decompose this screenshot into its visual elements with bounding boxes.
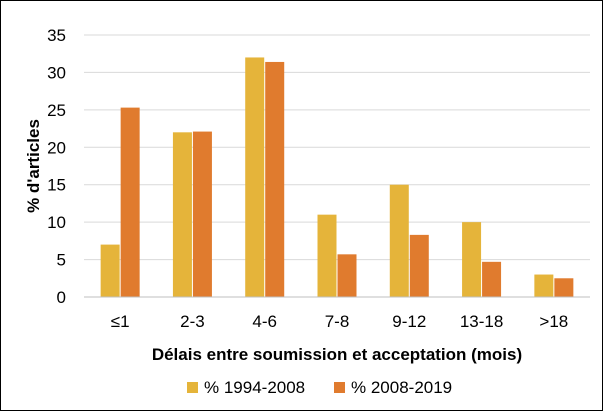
legend-label-1994-2008: % 1994-2008 [204, 378, 305, 397]
bars [100, 57, 574, 298]
bar-1994-2008 [245, 57, 265, 298]
x-tick-label: ≤1 [111, 312, 130, 331]
bar-1994-2008 [317, 214, 337, 297]
x-tick-label: 9-12 [392, 312, 426, 331]
legend-swatch-2008-2019 [334, 382, 345, 393]
bar-1994-2008 [462, 222, 482, 297]
bar-2008-2019 [409, 234, 429, 297]
y-axis-ticks: 0 5 10 15 20 25 30 35 [47, 26, 66, 307]
bar-1994-2008 [534, 274, 554, 297]
x-tick-label: 13-18 [460, 312, 503, 331]
y-tick-label: 20 [47, 138, 66, 157]
y-tick-label: 10 [47, 213, 66, 232]
y-tick-label: 5 [57, 251, 66, 270]
bar-1994-2008 [100, 244, 120, 297]
legend-swatch-1994-2008 [187, 382, 198, 393]
y-tick-label: 35 [47, 26, 66, 45]
bar-2008-2019 [120, 107, 140, 298]
bar-2008-2019 [337, 254, 357, 297]
bar-2008-2019 [192, 131, 212, 297]
bar-1994-2008 [172, 132, 192, 297]
x-tick-label: >18 [539, 312, 568, 331]
gridlines [84, 34, 590, 261]
y-tick-label: 0 [57, 288, 66, 307]
x-tick-label: 7-8 [325, 312, 350, 331]
legend-label-2008-2019: % 2008-2019 [351, 378, 452, 397]
bar-2008-2019 [265, 61, 285, 297]
x-axis-title: Délais entre soumission et acceptation (… [152, 345, 522, 364]
x-tick-label: 4-6 [252, 312, 277, 331]
legend: % 1994-2008 % 2008-2019 [187, 378, 452, 397]
x-axis-ticks: ≤1 2-3 4-6 7-8 9-12 13-18 >18 [111, 312, 569, 331]
y-tick-label: 15 [47, 176, 66, 195]
bar-2008-2019 [554, 278, 574, 297]
y-axis-title: % d'articles [24, 119, 43, 213]
bar-2008-2019 [482, 261, 502, 297]
x-tick-label: 2-3 [180, 312, 205, 331]
y-tick-label: 25 [47, 101, 66, 120]
bar-1994-2008 [389, 184, 409, 297]
y-tick-label: 30 [47, 63, 66, 82]
